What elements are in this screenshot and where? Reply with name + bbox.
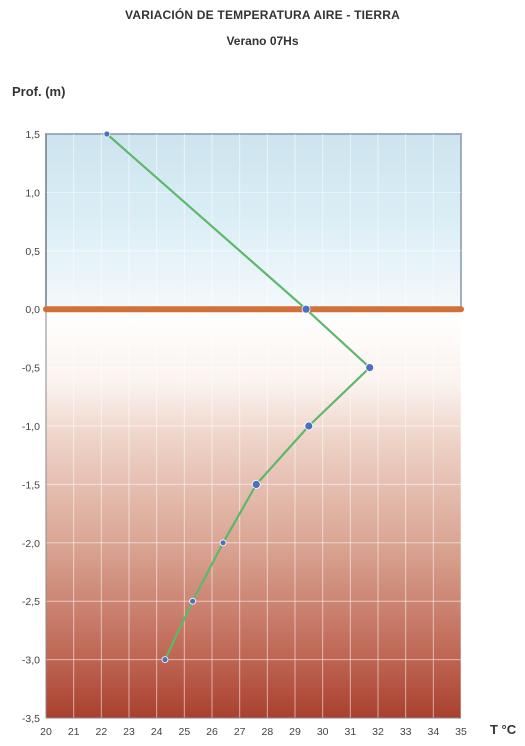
data-point xyxy=(219,539,227,547)
y-tick-label: -1,0 xyxy=(22,421,40,433)
x-tick-label: 22 xyxy=(95,726,107,738)
x-axis-label: T °C xyxy=(490,722,517,737)
data-point xyxy=(304,421,314,431)
x-tick-label: 33 xyxy=(400,726,412,738)
y-axis-label: Prof. (m) xyxy=(12,84,66,99)
y-tick-label: -3,0 xyxy=(22,655,40,667)
y-tick-label: -1,5 xyxy=(22,479,40,491)
chart-title: VARIACIÓN DE TEMPERATURA AIRE - TIERRA xyxy=(125,8,400,22)
data-point xyxy=(161,656,169,663)
y-tick-label: 0,5 xyxy=(25,246,40,258)
y-tick-label: 1,5 xyxy=(25,129,40,141)
y-tick-label: 1,0 xyxy=(25,187,40,199)
data-point xyxy=(103,130,111,138)
chart-subtitle: Verano 07Hs xyxy=(226,34,299,48)
y-tick-label: 0,0 xyxy=(25,304,40,316)
data-point xyxy=(301,304,311,314)
x-tick-label: 23 xyxy=(123,726,135,738)
x-tick-label: 35 xyxy=(455,726,467,738)
x-tick-label: 32 xyxy=(372,726,384,738)
data-point xyxy=(365,363,375,373)
x-tick-label: 30 xyxy=(317,726,329,738)
x-tick-label: 20 xyxy=(40,726,52,738)
y-tick-label: -3,5 xyxy=(22,713,40,725)
y-tick-label: -2,0 xyxy=(22,538,40,550)
x-tick-label: 34 xyxy=(427,726,439,738)
x-tick-label: 27 xyxy=(234,726,246,738)
x-tick-label: 31 xyxy=(344,726,356,738)
x-tick-label: 28 xyxy=(261,726,273,738)
x-tick-label: 29 xyxy=(289,726,301,738)
x-tick-label: 21 xyxy=(68,726,80,738)
y-tick-label: -2,5 xyxy=(22,596,40,608)
y-tick-label: -0,5 xyxy=(22,363,40,375)
data-point xyxy=(251,479,261,489)
data-point xyxy=(189,597,197,605)
soil-region xyxy=(46,309,461,718)
x-tick-label: 26 xyxy=(206,726,218,738)
x-tick-label: 25 xyxy=(178,726,190,738)
air-region xyxy=(46,134,461,310)
x-tick-label: 24 xyxy=(151,726,163,738)
temperature-profile-line xyxy=(106,133,371,661)
